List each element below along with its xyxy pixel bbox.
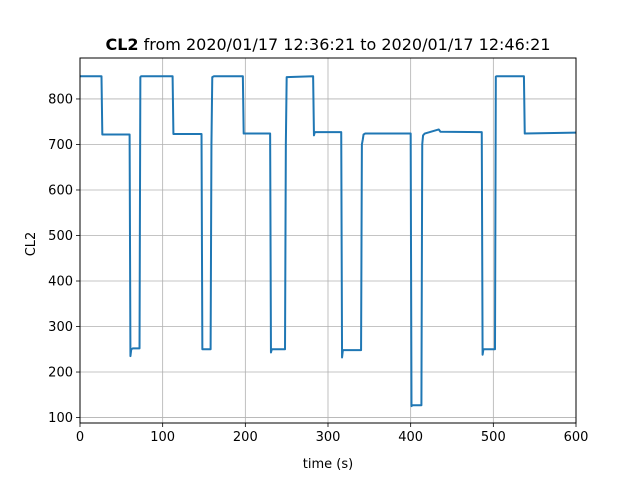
x-tick-label: 400 [398, 430, 423, 445]
x-tick-label: 200 [233, 430, 258, 445]
y-tick-label: 100 [48, 411, 73, 426]
y-tick-label: 800 [48, 92, 73, 107]
y-axis-label: CL2 [24, 232, 39, 257]
x-tick-label: 100 [150, 430, 175, 445]
y-tick-label: 200 [48, 366, 73, 381]
chart-title: CL2 from 2020/01/17 12:36:21 to 2020/01/… [105, 35, 550, 54]
x-tick-label: 600 [564, 430, 589, 445]
x-axis-label: time (s) [303, 457, 353, 472]
chart-title-bold: CL2 [105, 35, 138, 54]
series-group [80, 75, 577, 408]
x-tick-label: 300 [316, 430, 341, 445]
y-axis: 100 200 300 400 500 600 700 800 [48, 92, 80, 426]
y-tick-label: 700 [48, 138, 73, 153]
x-axis: 0 100 200 300 400 500 600 [76, 423, 589, 445]
y-tick-label: 400 [48, 275, 73, 290]
x-tick-label: 0 [76, 430, 84, 445]
series-line [80, 75, 577, 408]
y-tick-label: 500 [48, 229, 73, 244]
chart-title-rest: from 2020/01/17 12:36:21 to 2020/01/17 1… [139, 35, 551, 54]
y-tick-label: 300 [48, 320, 73, 335]
x-tick-label: 500 [481, 430, 506, 445]
y-tick-label: 600 [48, 183, 73, 198]
